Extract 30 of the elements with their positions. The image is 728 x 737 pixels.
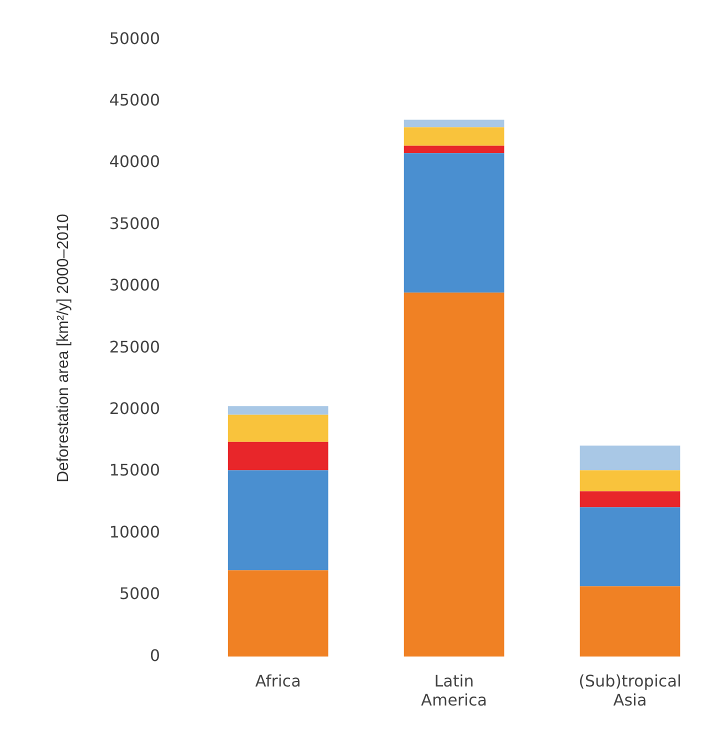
bar <box>404 146 504 154</box>
y-tick-label: 35000 <box>109 214 160 233</box>
bar <box>580 586 680 657</box>
bar <box>404 292 504 657</box>
y-tick-label: 20000 <box>109 398 160 418</box>
bar <box>228 414 328 442</box>
bar <box>404 127 504 146</box>
bar <box>228 570 328 657</box>
y-tick-label: 0 <box>150 646 160 665</box>
bar <box>580 446 680 470</box>
x-tick-label: Africa <box>255 671 301 690</box>
y-tick-label: 5000 <box>119 584 160 604</box>
y-tick-label: 45000 <box>109 90 160 110</box>
bar <box>580 470 680 492</box>
x-tick-label: (Sub)tropical Asia <box>578 671 682 710</box>
bar <box>404 153 504 293</box>
bar <box>228 406 328 415</box>
x-tick-label: Latin America <box>421 671 488 710</box>
bar <box>228 470 328 570</box>
y-tick-label: 15000 <box>109 460 160 480</box>
y-tick-label: 30000 <box>109 276 160 295</box>
y-tick-label: 25000 <box>109 337 160 356</box>
bar <box>580 507 680 586</box>
bar <box>404 120 504 128</box>
y-tick-label: 10000 <box>109 522 160 542</box>
y-tick-label: 40000 <box>109 152 160 172</box>
y-axis-title: Deforestation area [km²/y] 2000–2010 <box>55 214 72 482</box>
bar <box>580 491 680 508</box>
y-tick-label: 50000 <box>109 28 160 48</box>
bar <box>228 442 328 470</box>
